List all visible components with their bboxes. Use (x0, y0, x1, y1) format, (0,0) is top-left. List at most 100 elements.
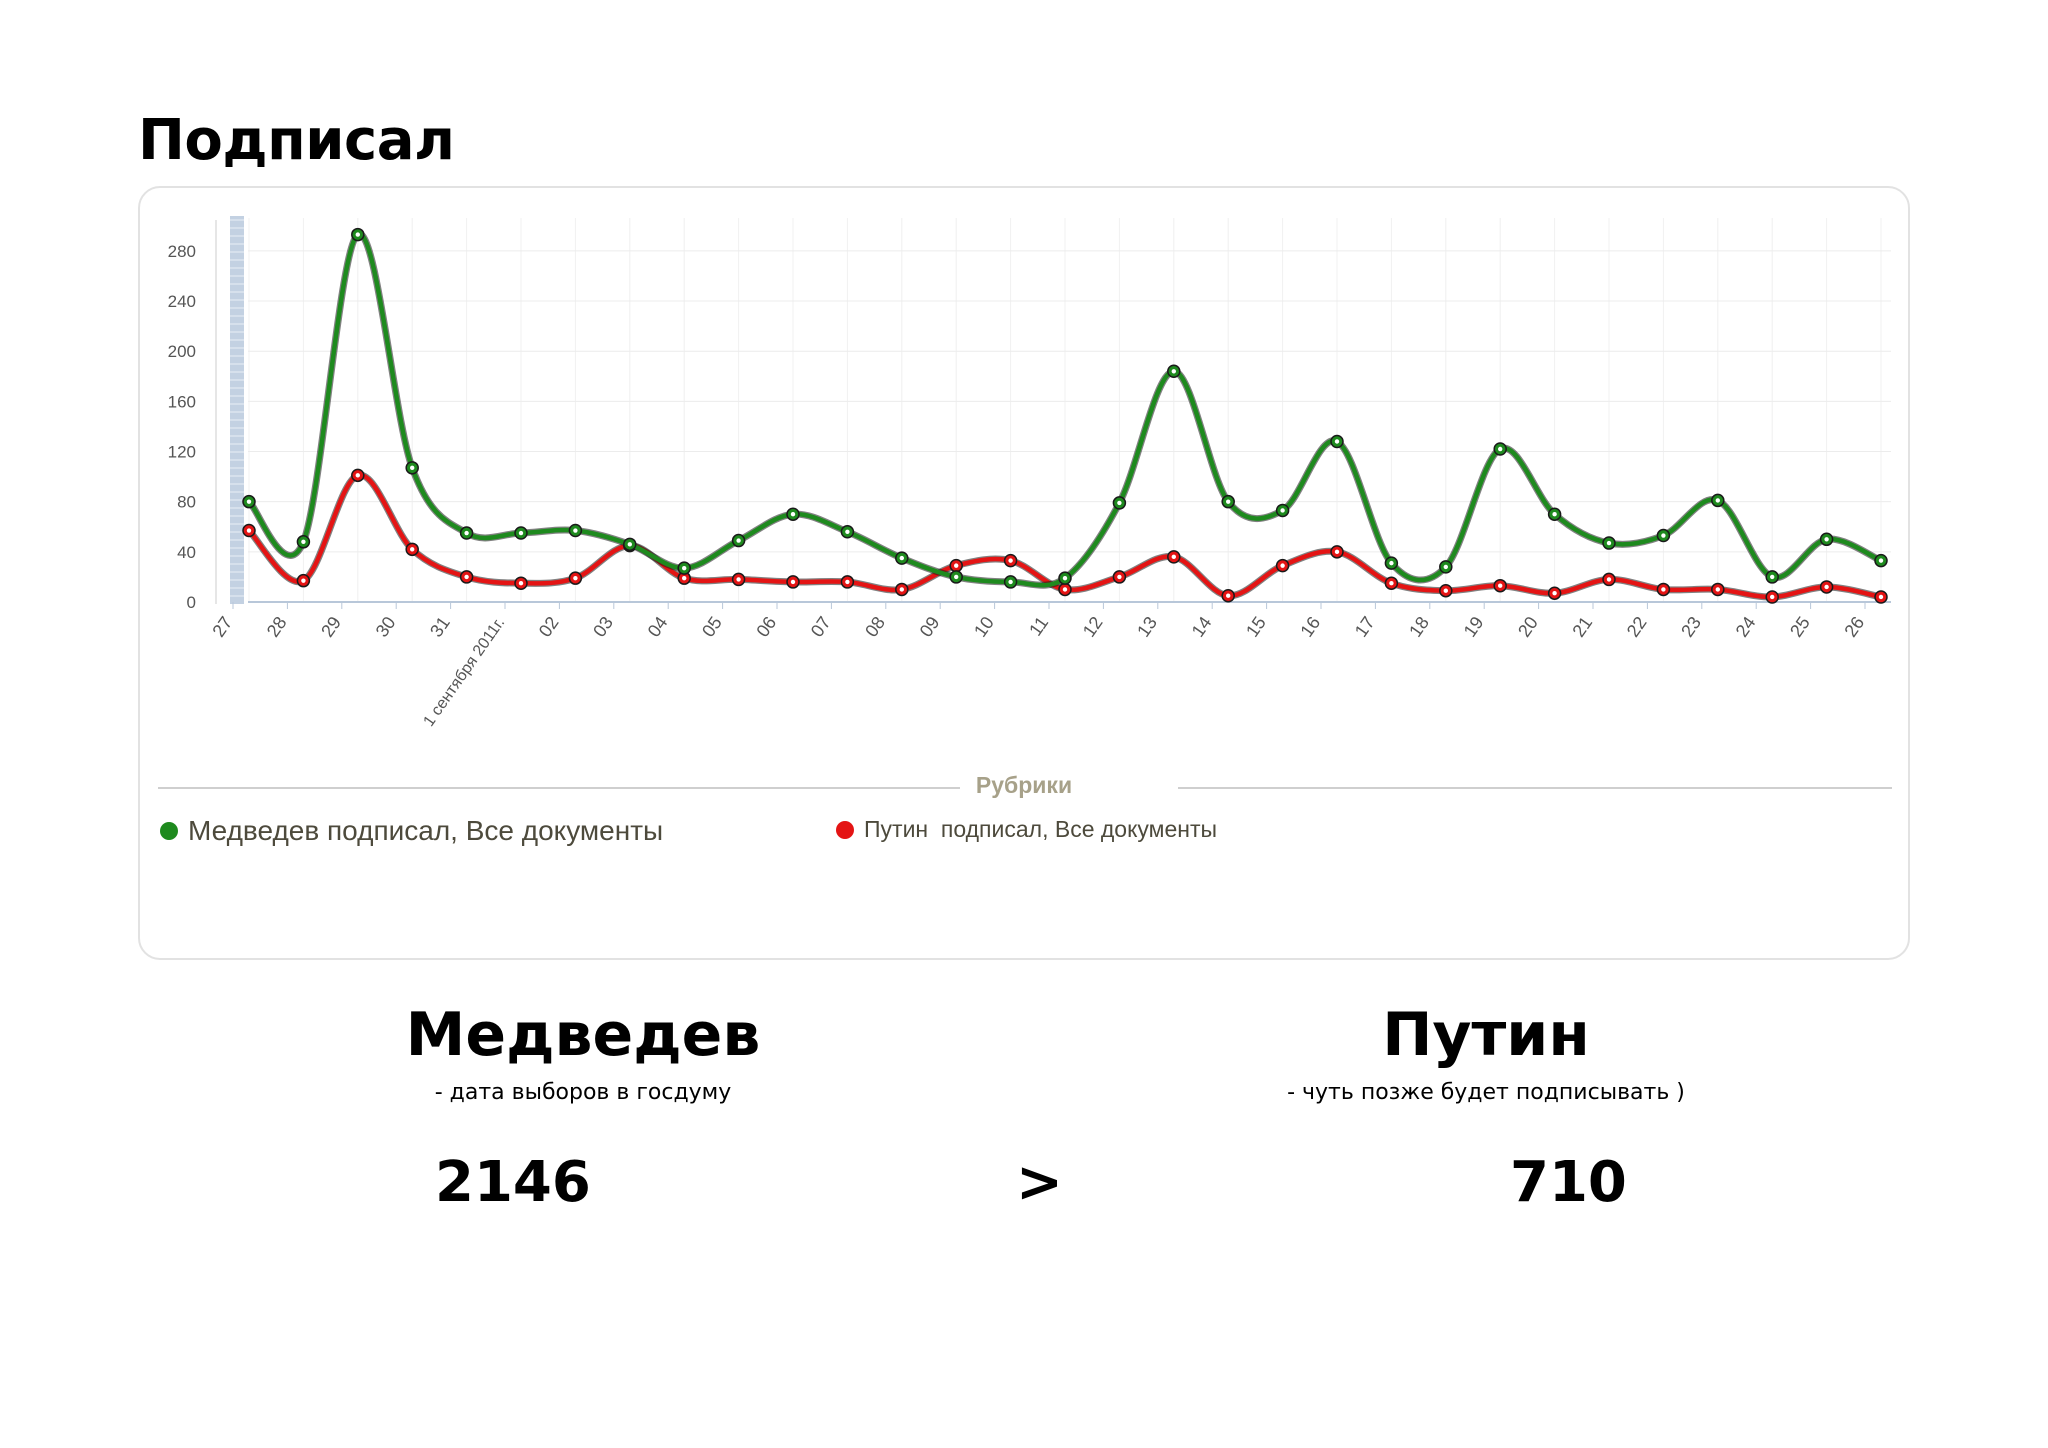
x-tick-label: 28 (263, 613, 291, 641)
legend-item-medvedev[interactable]: Медведев подписал, Все документы (160, 815, 663, 847)
x-tick-label: 08 (861, 613, 889, 641)
page-title: Подписал (138, 108, 455, 173)
data-point-core (1171, 554, 1177, 560)
data-point-core (1117, 500, 1122, 506)
x-tick-label: 10 (970, 613, 998, 641)
data-point-core (1334, 439, 1340, 444)
data-point-core (1171, 369, 1177, 374)
left-total: 2146 (435, 1150, 591, 1215)
x-tick-label: 05 (698, 613, 726, 641)
x-tick-label: 14 (1188, 613, 1216, 641)
data-point-core (573, 575, 578, 581)
legend-dot-green (160, 822, 178, 840)
data-point-core (464, 574, 469, 580)
data-point-core (1062, 575, 1068, 581)
series-layer (242, 227, 1888, 604)
y-tick-label: 280 (168, 242, 196, 261)
legend-item-putin[interactable]: Путин подписал, Все документы (836, 816, 1217, 843)
x-tick-label: 15 (1242, 613, 1270, 641)
data-point-core (1878, 594, 1884, 600)
x-tick-label: 17 (1351, 613, 1379, 641)
data-point-core (899, 587, 904, 592)
data-point-core (1008, 558, 1013, 563)
left-note: - дата выборов в госдуму (434, 1080, 732, 1105)
x-tick-label: 11 (1025, 613, 1052, 640)
data-point-core (1117, 574, 1122, 580)
x-tick-label: 21 (1568, 613, 1596, 641)
grid-layer (248, 218, 1891, 603)
data-point-core (1443, 564, 1449, 570)
legend-dot-red (836, 820, 854, 839)
x-tick-label: 04 (644, 613, 672, 641)
data-point-core (845, 579, 850, 585)
x-tick-label: 12 (1079, 613, 1107, 641)
y-tick-label: 0 (187, 593, 196, 612)
data-point-core (518, 580, 524, 586)
data-point-core (1280, 508, 1285, 513)
x-tick-label: 31 (426, 613, 454, 641)
data-point-core (682, 575, 687, 581)
series-line-putin (246, 473, 1884, 600)
range-selector-handle (230, 216, 244, 604)
data-point-core (1443, 588, 1449, 593)
data-point-core (246, 499, 252, 504)
data-point-core (1334, 549, 1340, 555)
axis-layer (215, 216, 1866, 609)
x-tick-label: 26 (1840, 613, 1868, 641)
x-tick-label: 20 (1514, 613, 1542, 641)
data-point-core (355, 232, 360, 237)
x-tick-label: 27 (208, 613, 236, 641)
data-point-core (1606, 577, 1612, 582)
data-point-core (301, 578, 306, 583)
data-point-core (410, 465, 415, 471)
data-point-core (954, 563, 959, 568)
data-point-core (464, 530, 469, 536)
data-point-core (1824, 537, 1829, 542)
x-tick-label: 30 (372, 613, 400, 641)
right-note: - чуть позже будет подписывать ) (1287, 1080, 1685, 1105)
data-point-core (1498, 583, 1503, 588)
comparison-operator: > (1016, 1150, 1063, 1215)
data-point-core (1770, 574, 1775, 580)
data-point-core (355, 473, 360, 478)
data-point-core (1715, 498, 1721, 503)
x-tick-label: 18 (1405, 613, 1433, 641)
chart-card: 0 40 80 120 160 200 240 280 27 28 29 30 31 1 сентября… (138, 186, 1910, 960)
data-point-core (1389, 580, 1394, 586)
y-tick-label: 200 (168, 342, 196, 361)
x-tick-label: 03 (589, 613, 617, 641)
data-point-core (736, 538, 741, 543)
y-tick-label: 120 (168, 443, 196, 462)
y-tick-label: 80 (177, 493, 196, 512)
data-point-core (1062, 587, 1068, 592)
x-tick-label: 09 (916, 613, 944, 641)
data-point-core (1389, 560, 1394, 566)
data-point-core (1661, 587, 1666, 592)
x-tick-label: 13 (1133, 613, 1161, 641)
x-tick-label: 06 (752, 613, 780, 641)
data-point-core (246, 528, 252, 533)
right-name: Путин (1382, 1000, 1590, 1070)
data-point-core (899, 555, 904, 561)
y-tick-label: 240 (168, 292, 196, 311)
data-point-core (573, 528, 578, 533)
data-point-core (627, 542, 632, 547)
data-point-core (845, 529, 850, 534)
data-point-core (1606, 540, 1612, 546)
x-tick-label: 29 (317, 613, 345, 641)
data-point-core (1661, 533, 1666, 538)
x-tick-label: 19 (1460, 613, 1488, 641)
data-point-core (1498, 446, 1503, 452)
data-point-core (1226, 499, 1231, 504)
data-point-core (1715, 587, 1721, 592)
right-total: 710 (1510, 1150, 1627, 1215)
legend-label-medvedev: Медведев подписал, Все документы (188, 815, 664, 846)
x-tick-label: 16 (1296, 613, 1324, 641)
x-tick-label: 02 (535, 613, 563, 641)
legend-label-putin: Путин подписал, Все документы (864, 816, 1218, 842)
y-tick-label: 160 (168, 392, 196, 411)
x-tick-label: 23 (1677, 613, 1705, 641)
data-point-core (1280, 563, 1285, 568)
data-point-core (518, 530, 524, 536)
